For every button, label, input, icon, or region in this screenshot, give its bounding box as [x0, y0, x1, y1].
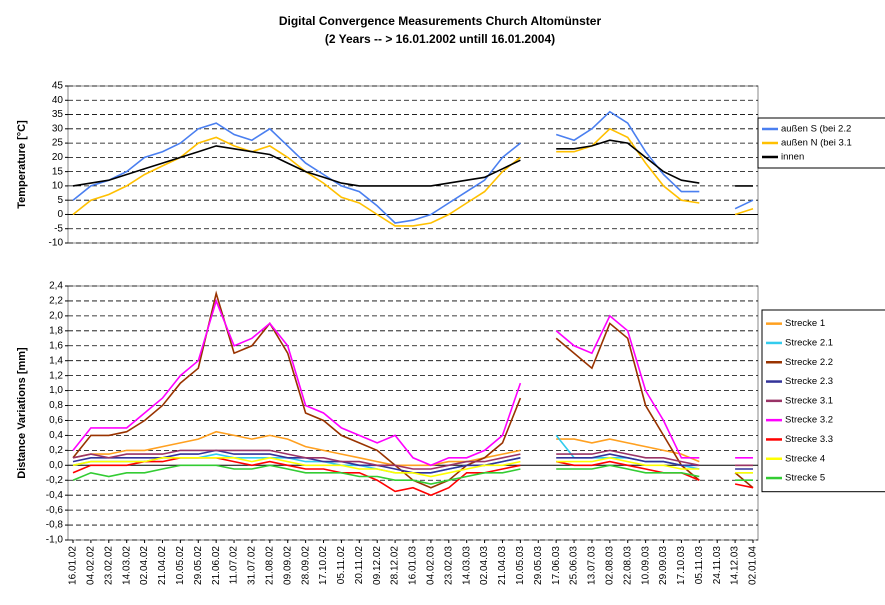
legend-label: Strecke 2.2 — [785, 357, 833, 368]
x-tick-label: 02.04.02 — [139, 546, 150, 585]
y-tick-label: 15 — [52, 166, 64, 177]
x-tick-label: 20.11.02 — [354, 546, 365, 585]
plot-area — [67, 285, 759, 541]
x-tick-label: 16.01.02 — [68, 546, 79, 585]
legend-label: Strecke 3.3 — [785, 434, 833, 445]
x-tick-label: 16.01.03 — [408, 546, 419, 585]
x-tick-label: 17.10.03 — [676, 546, 687, 585]
x-tick-label: 11.07.02 — [229, 546, 240, 585]
y-tick-label: -1,0 — [46, 535, 64, 546]
x-tick-label: 21.06.02 — [211, 546, 222, 585]
y-tick-label: 40 — [52, 95, 64, 106]
x-tick-label: 02.08.03 — [604, 546, 615, 585]
x-tick-label: 13.07.03 — [587, 546, 598, 585]
legend-box — [757, 117, 885, 169]
y-tick-label: 45 — [52, 81, 64, 92]
x-tick-label: 28.12.02 — [390, 546, 401, 585]
x-tick-label: 28.09.02 — [300, 546, 311, 585]
y-tick-label: -0,8 — [46, 520, 64, 531]
y-tick-label: 20 — [52, 152, 64, 163]
y-tick-label: 0,6 — [49, 415, 63, 426]
series-line — [72, 127, 754, 227]
legend-box — [761, 309, 885, 493]
x-tick-label: 17.06.03 — [551, 546, 562, 585]
y-tick-label: 2,0 — [49, 311, 63, 322]
y-tick-label: -10 — [49, 238, 64, 249]
y-tick-label: 2,4 — [49, 281, 63, 292]
series-line — [72, 298, 753, 467]
legend-label: Strecke 4 — [785, 453, 825, 464]
y-tick-label: 0,8 — [49, 400, 63, 411]
x-tick-label: 09.09.02 — [282, 546, 293, 585]
x-tick-label: 02.04.03 — [479, 546, 490, 585]
y-axis-title: Temperature [°C] — [16, 120, 28, 209]
legend-label: innen — [781, 152, 804, 163]
x-tick-label: 04.02.03 — [426, 546, 437, 585]
series-line — [72, 110, 754, 224]
y-tick-label: 1,0 — [49, 385, 63, 396]
y-tick-label: 35 — [52, 109, 64, 120]
x-tick-label: 29.05.03 — [533, 546, 544, 585]
legend-label: Strecke 1 — [785, 318, 825, 329]
y-tick-label: -0,2 — [46, 475, 64, 486]
x-tick-label: 23.02.02 — [103, 546, 114, 585]
y-tick-label: 2,2 — [49, 296, 63, 307]
x-tick-label: 14.03.03 — [461, 546, 472, 585]
x-tick-label: 05.11.02 — [336, 546, 347, 585]
series-line — [72, 449, 753, 470]
x-tick-label: 10.09.03 — [640, 546, 651, 585]
y-tick-label: 0,2 — [49, 445, 63, 456]
y-tick-label: 1,2 — [49, 370, 63, 381]
y-tick-label: 1,4 — [49, 355, 63, 366]
y-tick-label: -5 — [54, 223, 63, 234]
x-tick-label: 17.10.02 — [318, 546, 329, 585]
x-tick-label: 14.12.03 — [730, 546, 741, 585]
x-tick-label: 22.08.03 — [622, 546, 633, 585]
y-tick-label: 0,0 — [49, 460, 63, 471]
chart-subtitle: (2 Years -- > 16.01.2002 untill 16.01.20… — [325, 32, 555, 46]
series-line — [72, 464, 753, 485]
y-tick-label: -0,6 — [46, 505, 64, 516]
x-tick-label: 09.12.02 — [372, 546, 383, 585]
y-tick-label: 1,6 — [49, 340, 63, 351]
x-tick-label: 31.07.02 — [247, 546, 258, 585]
y-tick-label: 0,4 — [49, 430, 63, 441]
chart-title: Digital Convergence Measurements Church … — [279, 14, 602, 28]
legend-label: Strecke 2.1 — [785, 337, 833, 348]
legend-label: Strecke 5 — [785, 473, 825, 484]
legend-label: außen N (bei 3.1 — [781, 138, 852, 149]
series-line — [72, 456, 753, 478]
legend-label: Strecke 3.2 — [785, 415, 833, 426]
x-tick-label: 10.05.03 — [515, 546, 526, 585]
x-tick-label: 10.05.02 — [175, 546, 186, 585]
x-tick-label: 29.05.02 — [193, 546, 204, 585]
x-tick-label: 21.08.02 — [264, 546, 275, 585]
y-axis-title: Distance Variations [mm] — [16, 347, 28, 479]
x-tick-label: 29.09.03 — [658, 546, 669, 585]
plot-area — [67, 85, 759, 244]
y-tick-label: 30 — [52, 123, 64, 134]
legend-label: außen S (bei 2.2 — [781, 124, 851, 135]
y-tick-label: 0 — [57, 209, 63, 220]
y-tick-label: 10 — [52, 181, 64, 192]
series-line — [72, 449, 753, 474]
x-tick-label: 23.02.03 — [443, 546, 454, 585]
y-tick-label: 1,8 — [49, 325, 63, 336]
x-tick-label: 14.03.02 — [121, 546, 132, 585]
series-line — [72, 139, 753, 187]
y-tick-label: -0,4 — [46, 490, 64, 501]
x-tick-label: 05.11.03 — [694, 546, 705, 585]
x-tick-label: 21.04.03 — [497, 546, 508, 585]
y-tick-label: 25 — [52, 138, 64, 149]
x-tick-label: 02.01.04 — [748, 546, 759, 585]
legend-label: Strecke 3.1 — [785, 395, 833, 406]
x-tick-label: 04.02.02 — [86, 546, 97, 585]
y-tick-label: 5 — [57, 195, 63, 206]
x-tick-label: 21.04.02 — [157, 546, 168, 585]
x-tick-label: 25.06.03 — [569, 546, 580, 585]
legend-label: Strecke 2.3 — [785, 376, 833, 387]
x-tick-label: 24.11.03 — [712, 546, 723, 585]
